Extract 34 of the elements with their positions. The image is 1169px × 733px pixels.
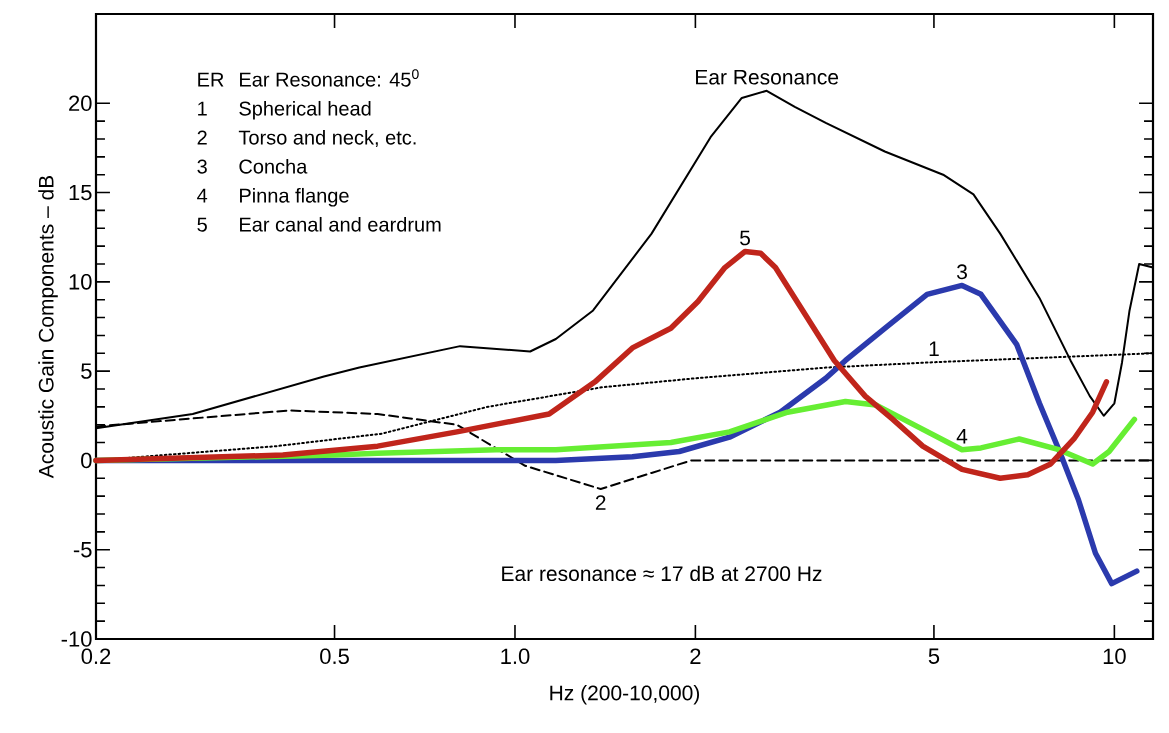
annotation: Spherical head [239, 100, 371, 120]
y-tick-label: -10 [61, 631, 92, 647]
y-tick-label: 20 [69, 95, 92, 112]
x-tick-label: 2 [690, 648, 701, 664]
annotation: 4 [197, 188, 208, 203]
x-tick-label: 0.5 [320, 648, 349, 665]
annotation: 4 [956, 429, 968, 444]
annotation: Ear canal and eardrum [240, 216, 441, 232]
annotation: 5 [740, 230, 750, 246]
annotation: 1 [198, 101, 207, 116]
y-tick-label: 0 [81, 452, 92, 469]
annotation: 5 [197, 217, 207, 232]
annotation: Ear Resonance: 45$^{0}$ [240, 69, 419, 87]
annotation: ER [198, 72, 224, 87]
y-tick-label: -5 [73, 542, 92, 558]
annotation: 3 [957, 264, 967, 280]
annotation: 2 [197, 130, 207, 145]
annotation: 2 [595, 495, 606, 510]
annotation: 1 [929, 341, 939, 357]
annotation: 3 [197, 159, 207, 174]
annotation: Concha [239, 158, 308, 174]
y-axis-title: Acoustic Gain Components – dB [38, 175, 58, 479]
y-tick-label: 10 [69, 274, 92, 290]
annotation: Ear Resonance [696, 69, 839, 85]
x-tick-label: 5 [928, 648, 940, 664]
annotation: Pinna flange [240, 187, 349, 207]
x-tick-label: 1.0 [501, 648, 530, 665]
x-tick-label: 10 [1103, 648, 1126, 665]
annotation: Torso and neck, etc. [238, 129, 416, 147]
x-tick-label: 0.2 [81, 648, 111, 665]
y-tick-label: 15 [69, 184, 92, 201]
annotation: Ear resonance ≈ 17 dB at 2700 Hz [502, 565, 822, 582]
x-axis-title: Hz (200-10,000) [550, 684, 700, 705]
y-tick-label: 5 [81, 363, 92, 379]
